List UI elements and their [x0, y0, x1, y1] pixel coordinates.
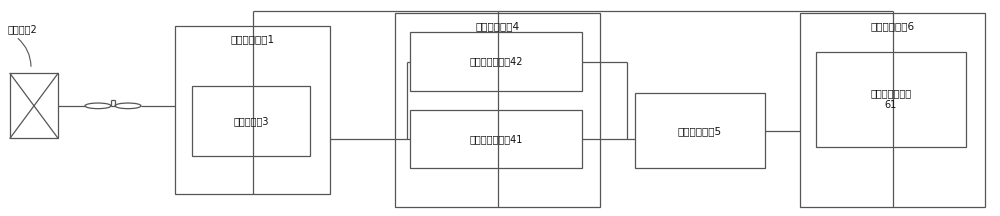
Text: 键值上限比较器41: 键值上限比较器41 [469, 134, 523, 144]
Circle shape [115, 103, 141, 109]
Text: 逐次逼近寄存器
61: 逐次逼近寄存器 61 [870, 89, 912, 110]
Bar [800, 13, 985, 207]
Bar [410, 32, 582, 91]
Text: 键值比较电路4: 键值比较电路4 [475, 22, 520, 32]
Bar [192, 86, 310, 156]
Text: 可调恒流源3: 可调恒流源3 [233, 116, 269, 126]
Text: 触摸按键2: 触摸按键2 [8, 25, 38, 35]
Bar [635, 93, 765, 168]
Bar [816, 52, 966, 147]
Bar [410, 110, 582, 168]
Bar [395, 13, 600, 207]
Text: 电流调整电路6: 电流调整电路6 [870, 22, 915, 32]
Circle shape [85, 103, 111, 109]
Bar [10, 73, 58, 138]
Text: 触摸检测电路1: 触摸检测电路1 [230, 35, 275, 44]
Text: 键值下限比较器42: 键值下限比较器42 [469, 57, 523, 67]
Text: 结果判断电路5: 结果判断电路5 [678, 126, 722, 136]
Bar [175, 26, 330, 194]
